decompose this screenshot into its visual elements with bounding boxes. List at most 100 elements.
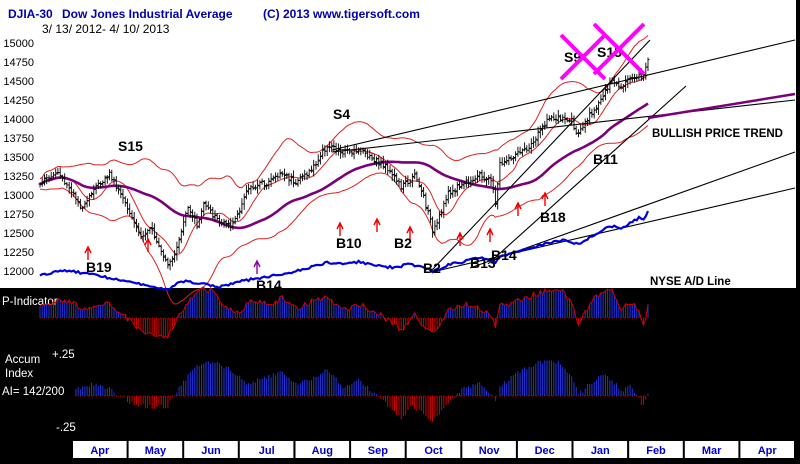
price-axis-label: 14250 — [3, 95, 34, 107]
month-label: Apr — [758, 445, 778, 457]
price-axis-label: 12500 — [3, 228, 34, 240]
price-axis-label: 14000 — [3, 114, 34, 126]
buy-arrow-icon — [373, 217, 381, 232]
month-cell — [629, 441, 683, 458]
trend-line — [431, 187, 796, 273]
price-axis-label: 13750 — [3, 133, 34, 145]
crossout-x-icon — [559, 33, 607, 81]
p-negative-bars — [127, 318, 647, 338]
signal-label: B11 — [593, 151, 618, 167]
month-label: Nov — [479, 445, 501, 457]
p-positive-bars — [39, 287, 649, 318]
buy-arrow-icon — [456, 231, 464, 246]
p-indicator-line — [39, 286, 649, 339]
price-axis-label: 13000 — [3, 190, 34, 202]
trend-line — [647, 92, 796, 120]
nyse-ad-line — [39, 210, 650, 292]
price-axis-label: 12000 — [3, 266, 34, 278]
price-axis-label: 14500 — [3, 76, 34, 88]
month-cell — [295, 441, 350, 458]
trend-lines — [331, 39, 796, 273]
month-label: May — [145, 445, 167, 457]
signal-label: B18 — [540, 209, 566, 225]
buy-arrow-icon — [84, 245, 92, 260]
month-cell — [184, 441, 238, 458]
accum-scale-plus: +.25 — [52, 349, 75, 361]
ohlc-bars — [38, 57, 650, 271]
accum-index-histogram — [75, 360, 649, 423]
buy-arrow-icon — [406, 225, 414, 240]
nyse-ad-label: NYSE A/D Line — [650, 276, 731, 288]
month-label: Dec — [535, 445, 555, 457]
month-label: Oct — [424, 445, 443, 457]
signal-label: B19 — [86, 259, 112, 275]
accum-label-1: Accum — [5, 354, 40, 366]
ma-slow-line — [39, 102, 649, 230]
buy-arrow-icon — [514, 201, 522, 216]
buy-arrow-icon — [541, 191, 549, 206]
month-cell — [239, 441, 294, 458]
trend-line — [331, 39, 796, 151]
price-axis-label: 12750 — [3, 209, 34, 221]
p-indicator-histogram — [39, 286, 649, 339]
price-axis-labels: 15000 14750 14500 14250 14000 13750 13500 13250… — [3, 38, 34, 278]
ai-value-label: AI= 142/200 — [2, 386, 64, 398]
accum-label-2: Index — [5, 368, 33, 380]
month-label: Jun — [201, 445, 221, 457]
signal-label: B2 — [423, 260, 441, 276]
month-label: Mar — [702, 445, 722, 457]
month-cell — [351, 441, 405, 458]
month-cell — [740, 441, 794, 458]
price-bars — [38, 57, 650, 271]
ad-line — [39, 210, 650, 292]
month-label: Aug — [312, 445, 333, 457]
month-label: Apr — [90, 445, 110, 457]
accum-scale-minus: -.25 — [56, 422, 76, 434]
month-cell — [517, 441, 572, 458]
chart-title: Dow Jones Industrial Average — [62, 7, 233, 21]
signal-label: B13 — [470, 255, 496, 271]
signal-label: B10 — [336, 235, 362, 251]
month-cell — [462, 441, 516, 458]
price-axis-label: 12250 — [3, 247, 34, 259]
copyright-label: (C) 2013 www.tigersoft.com — [263, 7, 420, 21]
signal-label: B2 — [394, 235, 412, 251]
month-cell — [128, 441, 183, 458]
month-cell — [684, 441, 739, 458]
moving-average-lines — [39, 74, 649, 255]
trend-line — [431, 39, 651, 271]
chart-canvas — [0, 0, 796, 288]
month-axis: Apr May Jun Jul Aug Sep Oct Nov Dec Jan Feb Mar Apr — [73, 441, 794, 458]
buy-arrow-icon — [336, 221, 344, 236]
accum-negative-bars — [118, 396, 647, 423]
signal-label: S4 — [333, 106, 350, 122]
month-cell — [73, 441, 127, 458]
price-axis-label: 13500 — [3, 152, 34, 164]
symbol-label: DJIA-30 — [8, 7, 53, 21]
sell-crossout-icons — [559, 22, 646, 81]
buy-arrow-icon — [486, 227, 494, 242]
month-label: Jan — [591, 445, 610, 457]
price-axis-label: 14750 — [3, 57, 34, 69]
bullish-trend-label: BULLISH PRICE TREND — [652, 128, 783, 140]
ma-fast-line — [39, 74, 649, 255]
buy-arrow-icon — [253, 259, 261, 274]
accum-positive-bars — [75, 360, 649, 396]
month-label: Jul — [259, 445, 275, 457]
month-cell — [406, 441, 461, 458]
signal-label: B14 — [491, 247, 517, 263]
date-range-label: 3/ 13/ 2012- 4/ 10/ 2013 — [42, 22, 170, 36]
trend-line — [331, 99, 796, 153]
trend-line — [487, 85, 687, 265]
month-label: Sep — [368, 445, 388, 457]
signal-label: S15 — [118, 138, 143, 154]
price-axis-label: 15000 — [3, 38, 34, 50]
buy-arrows — [84, 191, 549, 274]
crossout-x-icon — [592, 22, 646, 76]
price-axis-label: 13250 — [3, 171, 34, 183]
month-cell — [573, 441, 628, 458]
buy-arrow-icon — [144, 237, 152, 252]
